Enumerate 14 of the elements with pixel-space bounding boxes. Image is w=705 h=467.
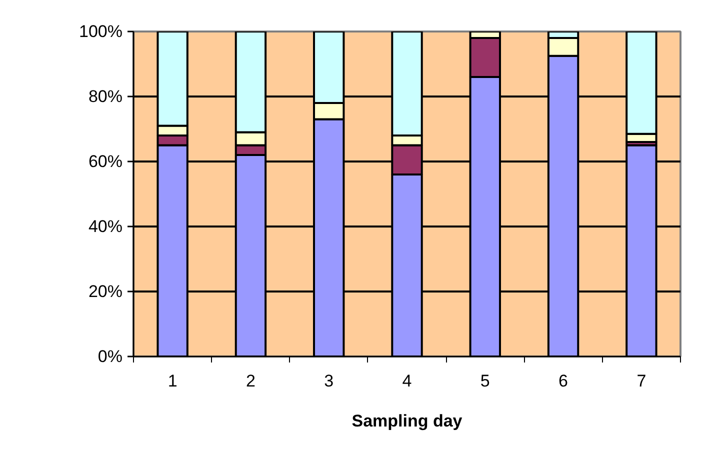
y-tick-label: 80% (88, 87, 123, 106)
x-tick-label: 6 (558, 372, 568, 390)
x-axis-title: Sampling day (352, 412, 463, 430)
y-tick-label: 100% (79, 22, 123, 41)
x-tick-label: 4 (402, 372, 412, 390)
y-tick-label: 40% (88, 217, 123, 236)
x-tick-label: 2 (246, 372, 256, 390)
x-tick-label: 5 (480, 372, 490, 390)
y-tick-label: 20% (88, 282, 123, 301)
x-tick-label: 7 (636, 372, 646, 390)
x-tick-label: 1 (168, 372, 178, 390)
y-tick-label: 60% (88, 152, 123, 171)
y-tick-label: 0% (98, 347, 123, 366)
x-tick-label: 3 (324, 372, 334, 390)
